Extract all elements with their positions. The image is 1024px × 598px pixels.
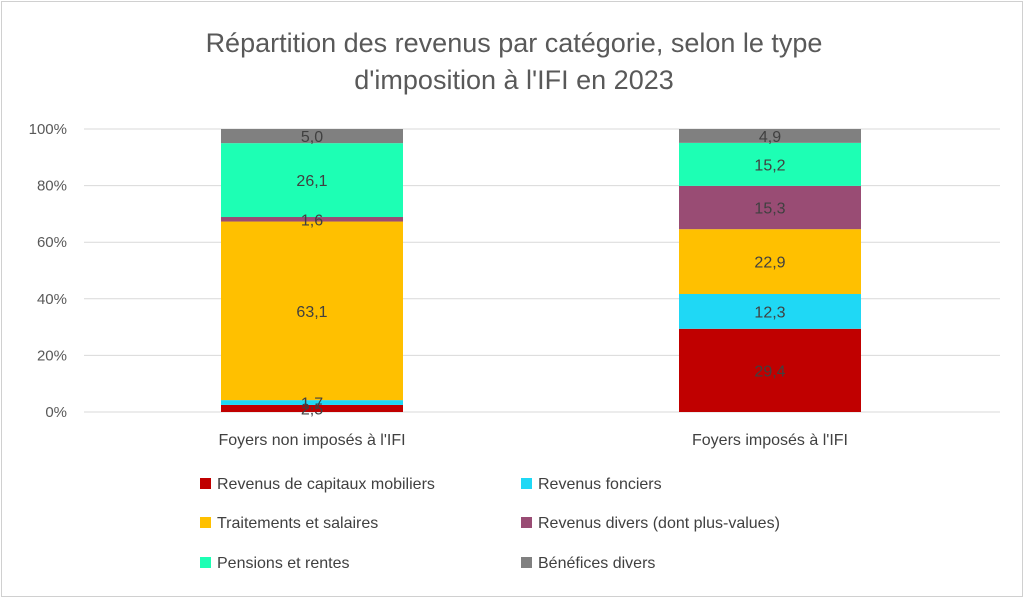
y-tick-label: 80% xyxy=(37,178,67,195)
bar-segment xyxy=(221,404,403,412)
y-tick-label: 0% xyxy=(45,404,67,421)
bar-segment xyxy=(679,142,861,186)
data-label: 29,4 xyxy=(754,363,785,380)
legend-label: Revenus de capitaux mobiliers xyxy=(217,476,435,493)
data-label: 4,9 xyxy=(759,129,781,146)
legend: Revenus de capitaux mobiliers Revenus fon… xyxy=(200,476,780,572)
bar-segment xyxy=(221,400,403,405)
chart-title-line-2: d'imposition à l'IFI en 2023 xyxy=(354,65,674,95)
category-label: Foyers non imposés à l'IFI xyxy=(218,432,405,449)
y-tick-label: 20% xyxy=(37,347,67,364)
legend-swatch xyxy=(521,557,532,568)
chart-title-line-1: Répartition des revenus par catégorie, s… xyxy=(206,28,823,58)
bar-segment xyxy=(679,185,861,230)
bar-segment xyxy=(679,293,861,329)
bar-segment xyxy=(221,129,403,144)
category-label: Foyers imposés à l'IFI xyxy=(692,432,848,449)
bar-segment xyxy=(679,229,861,294)
data-label: 63,1 xyxy=(296,304,327,321)
legend-label: Traitements et salaires xyxy=(217,515,378,532)
legend-swatch xyxy=(200,478,211,489)
y-axis: 0% 20% 40% 60% 80% 100% xyxy=(29,121,67,421)
legend-label: Pensions et rentes xyxy=(217,555,350,572)
bar-segment xyxy=(221,217,403,222)
data-label: 26,1 xyxy=(296,173,327,190)
data-label: 15,3 xyxy=(754,201,785,218)
data-label: 12,3 xyxy=(754,304,785,321)
bar-segment xyxy=(221,221,403,401)
bar-segment xyxy=(679,129,861,143)
legend-swatch xyxy=(200,517,211,528)
legend-swatch xyxy=(521,517,532,528)
bars xyxy=(221,129,861,412)
data-labels: 2,51,7 63,1 1,6 26,1 5,0 29,4 12,3 22,9 15,3 15,2… xyxy=(296,129,785,419)
data-label: 5,0 xyxy=(301,129,323,146)
y-tick-label: 60% xyxy=(37,234,67,251)
data-label: 1,7 xyxy=(301,396,323,413)
data-label: 1,6 xyxy=(301,212,323,229)
data-label: 22,9 xyxy=(754,255,785,272)
bar-segment xyxy=(221,143,403,218)
data-label: 15,2 xyxy=(754,157,785,174)
legend-swatch xyxy=(200,557,211,568)
data-label: 2,5 xyxy=(301,401,323,418)
legend-label: Bénéfices divers xyxy=(538,555,655,572)
x-axis: Foyers non imposés à l'IFI Foyers imposés… xyxy=(218,432,848,449)
y-tick-label: 100% xyxy=(29,121,67,138)
legend-swatch xyxy=(521,478,532,489)
legend-label: Revenus fonciers xyxy=(538,476,662,493)
bar-segment xyxy=(679,328,861,412)
legend-label: Revenus divers (dont plus-values) xyxy=(538,515,780,532)
y-tick-label: 40% xyxy=(37,291,67,308)
